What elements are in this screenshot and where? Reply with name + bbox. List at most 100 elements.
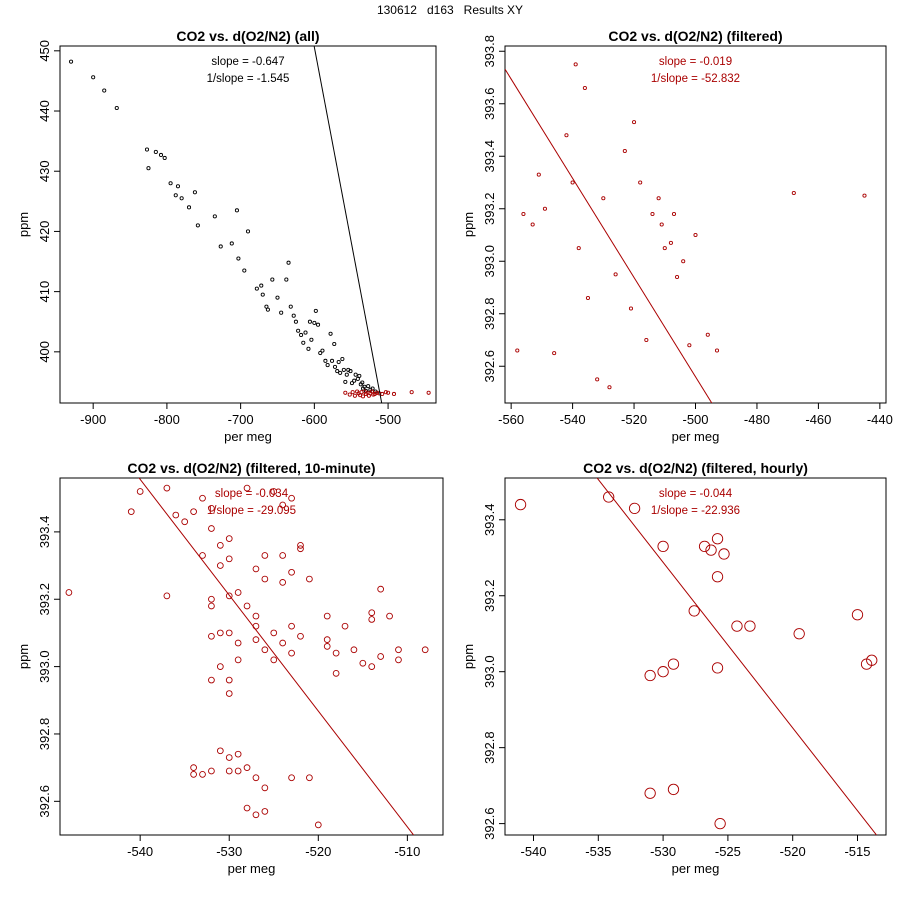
data-point bbox=[791, 190, 796, 196]
data-point bbox=[352, 378, 357, 383]
data-layer bbox=[65, 478, 429, 835]
data-point bbox=[275, 295, 280, 300]
y-tick-label: 393.0 bbox=[482, 655, 497, 688]
data-point bbox=[293, 319, 298, 324]
x-tick-label: -900 bbox=[80, 412, 106, 427]
data-point bbox=[395, 646, 402, 654]
data-point bbox=[162, 155, 167, 161]
data-point bbox=[349, 381, 355, 386]
data-point bbox=[312, 320, 317, 325]
data-point bbox=[380, 391, 385, 397]
data-point bbox=[628, 306, 634, 311]
data-point bbox=[297, 632, 304, 640]
data-point bbox=[659, 222, 664, 227]
data-point bbox=[421, 646, 429, 654]
data-point bbox=[102, 88, 107, 93]
x-tick-label: -510 bbox=[394, 844, 420, 859]
y-tick-label: 420 bbox=[37, 221, 52, 243]
data-point bbox=[69, 59, 74, 64]
x-tick-label: -460 bbox=[805, 412, 831, 427]
data-point bbox=[234, 750, 242, 758]
data-point bbox=[315, 322, 321, 327]
data-point bbox=[261, 808, 269, 815]
data-point bbox=[350, 646, 358, 654]
data-point bbox=[225, 535, 233, 542]
data-point bbox=[261, 575, 269, 583]
data-point bbox=[306, 774, 313, 782]
data-point bbox=[644, 787, 656, 799]
slope-annotation: slope = -0.019 bbox=[659, 56, 732, 68]
slope-annotation: 1/slope = -22.936 bbox=[651, 505, 740, 517]
x-tick-label: -800 bbox=[154, 412, 180, 427]
chart-title: CO2 vs. d(O2/N2) (filtered) bbox=[608, 28, 782, 44]
data-point bbox=[344, 372, 349, 377]
data-point bbox=[270, 629, 278, 637]
y-tick-label: 393.2 bbox=[37, 583, 52, 616]
data-point bbox=[688, 605, 700, 617]
y-axis-label: ppm bbox=[16, 212, 31, 237]
data-point bbox=[595, 377, 600, 382]
data-point bbox=[181, 518, 189, 526]
data-point bbox=[234, 589, 242, 596]
data-point bbox=[127, 508, 135, 516]
data-point bbox=[793, 628, 805, 640]
data-point bbox=[341, 367, 346, 372]
y-tick-label: 393.0 bbox=[37, 650, 52, 683]
data-point bbox=[146, 166, 151, 171]
data-point bbox=[744, 620, 756, 632]
x-tick-label: -520 bbox=[305, 844, 331, 859]
y-tick-label: 393.8 bbox=[482, 35, 497, 68]
x-tick-label: -560 bbox=[498, 412, 524, 427]
data-point bbox=[229, 241, 234, 246]
x-tick-label: -540 bbox=[127, 844, 153, 859]
data-point bbox=[279, 552, 287, 559]
data-point bbox=[391, 391, 397, 397]
data-point bbox=[208, 504, 215, 512]
data-point bbox=[291, 313, 296, 318]
data-point bbox=[234, 208, 239, 213]
data-point bbox=[225, 754, 233, 761]
data-point bbox=[536, 172, 541, 177]
data-point bbox=[245, 229, 251, 234]
x-axis-label: per meg bbox=[224, 429, 272, 444]
y-tick-label: 393.2 bbox=[482, 192, 497, 225]
panel-filtered: CO2 vs. d(O2/N2) (filtered) -560 -540 -520 -… bbox=[461, 28, 893, 444]
data-point bbox=[383, 390, 388, 395]
data-point bbox=[714, 348, 720, 353]
data-point bbox=[521, 211, 526, 217]
data-point bbox=[225, 767, 233, 775]
data-point bbox=[296, 328, 301, 333]
data-point bbox=[242, 268, 247, 273]
data-point bbox=[261, 646, 269, 654]
y-tick-label: 430 bbox=[37, 160, 52, 182]
data-point bbox=[323, 358, 328, 363]
data-point bbox=[260, 292, 265, 297]
y-tick-label: 392.8 bbox=[37, 718, 52, 751]
data-point bbox=[288, 649, 295, 657]
data-point bbox=[862, 193, 867, 198]
data-layer bbox=[69, 46, 431, 403]
data-point bbox=[301, 340, 306, 345]
data-point bbox=[199, 552, 206, 559]
x-tick-label: -525 bbox=[715, 844, 741, 859]
data-point bbox=[225, 690, 233, 697]
x-tick-label: -480 bbox=[744, 412, 770, 427]
data-point bbox=[386, 612, 393, 620]
data-point bbox=[216, 747, 224, 755]
panel-all: CO2 vs. d(O2/N2) (all) -900 -800 -700 -600 -5… bbox=[16, 28, 437, 444]
data-point bbox=[368, 609, 376, 617]
data-point bbox=[650, 211, 655, 217]
data-point bbox=[667, 658, 680, 670]
data-point bbox=[216, 663, 224, 670]
data-point bbox=[366, 384, 371, 389]
data-point bbox=[332, 649, 340, 657]
data-point bbox=[199, 494, 206, 502]
data-point bbox=[284, 277, 289, 282]
data-point bbox=[340, 357, 345, 362]
data-point bbox=[542, 206, 547, 211]
panel-filtered-10-minute: CO2 vs. d(O2/N2) (filtered, 10-minute) -5… bbox=[16, 460, 444, 876]
data-point bbox=[243, 804, 251, 812]
data-point bbox=[360, 380, 365, 385]
data-point bbox=[279, 579, 287, 586]
